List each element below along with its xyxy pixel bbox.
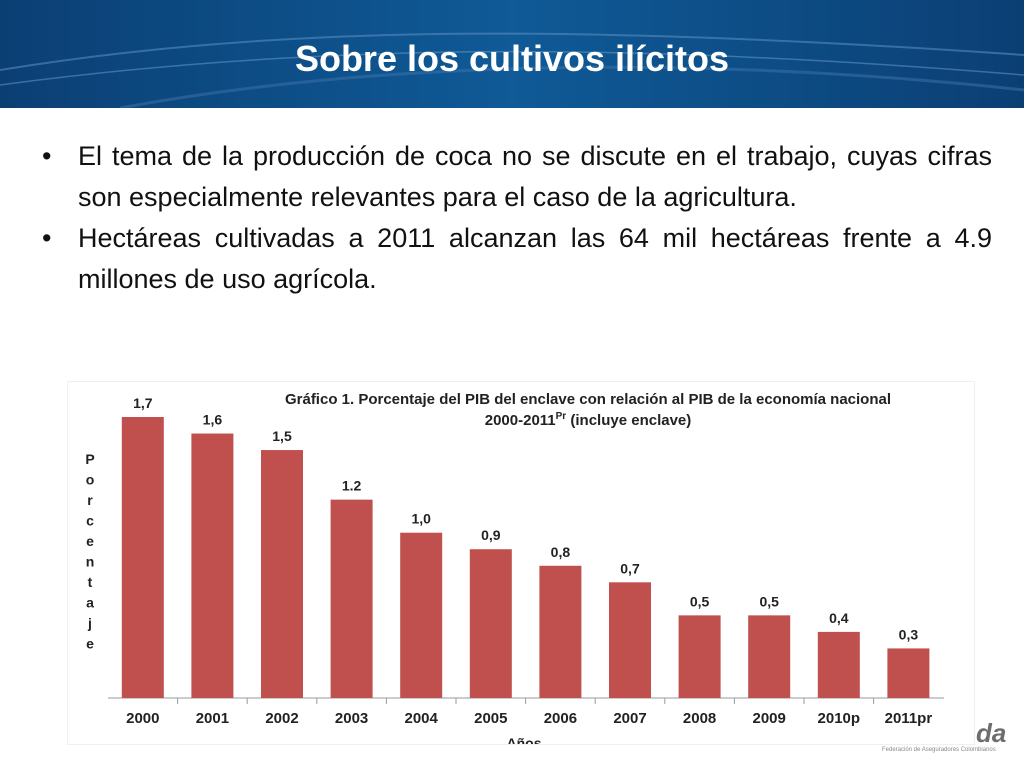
y-axis-label-letter: o	[86, 472, 95, 488]
y-axis-label-letter: j	[87, 615, 92, 631]
chart-title-line1: Gráfico 1. Porcentaje del PIB del enclav…	[285, 391, 891, 408]
data-label-2004: 1,0	[411, 511, 431, 527]
bar-2009	[748, 615, 791, 698]
data-label-2000: 1,7	[133, 395, 153, 411]
y-axis-label-letter: e	[86, 533, 94, 549]
bar-2005	[469, 549, 512, 698]
y-axis-label-letter: P	[85, 451, 94, 467]
title-banner: Sobre los cultivos ilícitos	[0, 0, 1024, 108]
data-label-2007: 0,7	[620, 560, 640, 576]
data-labels: 1,7 1,6 1,5 1.2 1,0 0,9 0,8 0,7 0,5 0,5 0,4 0,3	[133, 395, 918, 642]
data-label-2011pr: 0,3	[899, 626, 919, 642]
data-label-2008: 0,5	[690, 593, 710, 609]
chart-title-period: 2000-2011	[485, 412, 556, 429]
x-tick-label-2001: 2001	[196, 710, 229, 727]
y-axis-label-letter: r	[87, 492, 93, 508]
bullet-item: • Hectáreas cultivadas a 2011 alcanzan la…	[40, 218, 992, 300]
bar-2000	[121, 417, 164, 698]
x-tick-label-2009: 2009	[753, 710, 786, 727]
logo-mark: da	[976, 718, 1006, 748]
x-tick-label-2003: 2003	[335, 710, 368, 727]
x-axis-label: Años	[507, 735, 542, 744]
x-tick-label-2004: 2004	[405, 710, 439, 727]
bullet-item: • El tema de la producción de coca no se …	[40, 136, 992, 218]
bullet-marker: •	[42, 141, 52, 171]
x-tick-label-2010p: 2010p	[818, 710, 861, 727]
bar-2006	[539, 565, 582, 698]
bar-2001	[191, 433, 234, 698]
x-tick-label-2006: 2006	[544, 710, 577, 727]
y-axis-label-letter: e	[86, 636, 94, 652]
data-label-2001: 1,6	[203, 412, 223, 428]
x-tick-labels: 2000 2001 2002 2003 2004 2005 2006 2007 2008 2009…	[126, 698, 932, 727]
bar-2003	[330, 499, 373, 698]
x-tick-label-2002: 2002	[265, 710, 298, 727]
bullet-marker: •	[42, 223, 52, 253]
x-tick-label-2008: 2008	[683, 710, 716, 727]
bullet-list: • El tema de la producción de coca no se …	[40, 136, 992, 300]
data-label-2006: 0,8	[551, 544, 571, 560]
x-tick-label-2005: 2005	[474, 710, 507, 727]
slide-title: Sobre los cultivos ilícitos	[294, 38, 730, 79]
x-tick-label-2000: 2000	[126, 710, 159, 727]
y-axis-label-letter: t	[88, 574, 93, 590]
chart-title-note: (incluye enclave)	[566, 412, 691, 429]
chart-panel: Gráfico 1. Porcentaje del PIB del enclav…	[68, 382, 974, 751]
data-label-2009: 0,5	[759, 593, 779, 609]
bar-2010p	[817, 631, 860, 698]
data-label-2002: 1,5	[272, 428, 292, 444]
fasecolda-logo: da Federación de Aseguradores Colombiano…	[882, 718, 1006, 753]
bullet-text: Hectáreas cultivadas a 2011 alcanzan las…	[78, 223, 992, 294]
bar-chart: Gráfico 1. Porcentaje del PIB del enclav…	[85, 391, 944, 751]
y-axis-label: Porcentaje	[85, 451, 94, 652]
x-tick-label-2011pr: 2011pr	[885, 710, 933, 727]
bullet-text: El tema de la producción de coca no se d…	[78, 141, 992, 212]
bar-2007	[609, 582, 651, 698]
bars	[121, 417, 930, 698]
chart-title-superscript: Pr	[556, 411, 567, 422]
data-label-2003: 1.2	[342, 478, 362, 494]
data-label-2010p: 0,4	[829, 610, 849, 626]
x-tick-label-2007: 2007	[613, 710, 646, 727]
y-axis-label-letter: n	[86, 554, 95, 570]
bar-2011pr	[887, 648, 930, 698]
bar-2004	[400, 532, 443, 698]
logo-caption: Federación de Aseguradores Colombianos	[882, 747, 996, 753]
bar-2008	[678, 615, 721, 698]
banner-swoosh-decoration	[0, 32, 1024, 108]
y-axis-label-letter: a	[86, 595, 94, 611]
bar-2002	[261, 450, 303, 698]
data-label-2005: 0,9	[481, 527, 501, 543]
chart-title-line2: 2000-2011Pr (incluye enclave)	[485, 411, 692, 429]
y-axis-label-letter: c	[86, 513, 94, 529]
